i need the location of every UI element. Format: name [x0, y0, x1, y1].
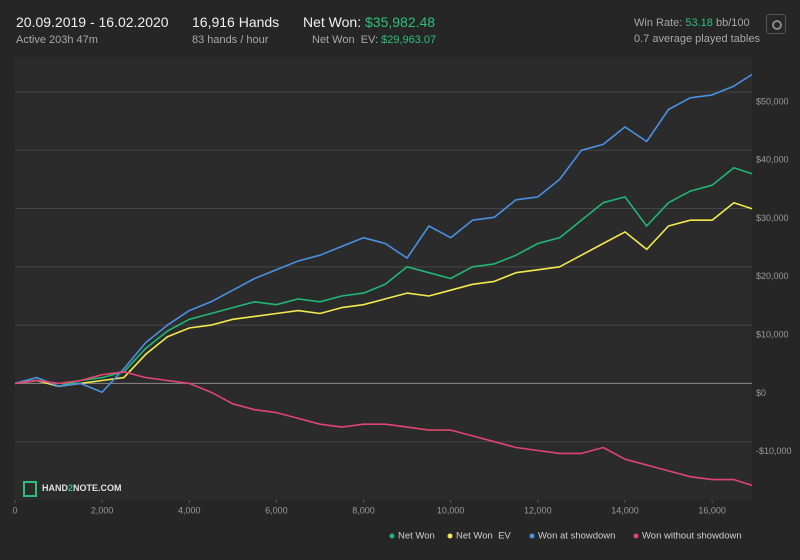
y-tick-label: $20,000 [756, 271, 789, 281]
logo-text: HAND2NOTE.COM [42, 483, 122, 493]
logo-part: NOTE.COM [73, 483, 122, 493]
dates: 20.09.2019 - 16.02.2020 [16, 14, 169, 30]
net-won: Net Won: $35,982.48 [303, 14, 435, 30]
legend-marker [389, 533, 395, 539]
y-tick-label: $10,000 [756, 330, 789, 340]
y-tick-label: $40,000 [756, 155, 789, 165]
x-tick-label: 6,000 [265, 505, 288, 515]
plot-area [15, 57, 752, 500]
active-time: Active 203h 47m [16, 34, 98, 46]
y-tick-label: $30,000 [756, 213, 789, 223]
logo: HAND2NOTE.COM [23, 481, 122, 497]
y-tick-label: $0 [756, 388, 766, 398]
x-tick-label: 0 [12, 505, 17, 515]
legend-marker [529, 533, 535, 539]
hands-rate: 83 hands / hour [192, 34, 269, 46]
legend-label: Net Won [398, 531, 435, 542]
x-tick-label: 4,000 [178, 505, 201, 515]
win-rate-label: Win Rate: [634, 17, 683, 29]
legend: Net Won Net Won EV Won at showdown Won with… [389, 531, 742, 542]
series-line [14, 201, 753, 388]
hands: 16,916 Hands [192, 14, 280, 30]
series-line [14, 167, 753, 388]
legend-marker [447, 533, 453, 539]
x-tick-label: 12,000 [524, 505, 552, 515]
logo-part: HAND [42, 483, 68, 493]
series-line [14, 73, 753, 393]
legend-label: Net Won EV [456, 531, 511, 542]
win-rate-value: 53.18 [685, 17, 713, 29]
x-tick-label: 8,000 [352, 505, 375, 515]
net-won-ev-label: Net Won EV: [312, 34, 379, 46]
net-won-value: $35,982.48 [365, 14, 436, 30]
logo-icon [23, 481, 37, 497]
net-won-label: Net Won: [303, 14, 362, 30]
settings-button[interactable] [766, 14, 786, 34]
win-rate-unit: bb/100 [715, 17, 750, 29]
x-tick-label: 2,000 [91, 505, 114, 515]
net-won-ev-value: $29,963.07 [381, 34, 437, 46]
logo-part: 2 [68, 483, 73, 493]
legend-label: Won at showdown [538, 531, 615, 542]
series-line [14, 371, 753, 487]
y-tick-label: -$10,000 [756, 446, 792, 456]
x-tick-label: 14,000 [611, 505, 639, 515]
legend-marker [633, 533, 639, 539]
x-tick-label: 16,000 [698, 505, 726, 515]
net-won-ev: Net Won EV: $29,963.07 [312, 34, 436, 46]
y-tick-label: $50,000 [756, 96, 789, 106]
x-tick-label: 10,000 [437, 505, 465, 515]
legend-label: Won without showdown [642, 531, 742, 542]
tables: 0.7 average played tables [634, 33, 760, 45]
win-rate: Win Rate: 53.18 bb/100 [634, 17, 750, 29]
